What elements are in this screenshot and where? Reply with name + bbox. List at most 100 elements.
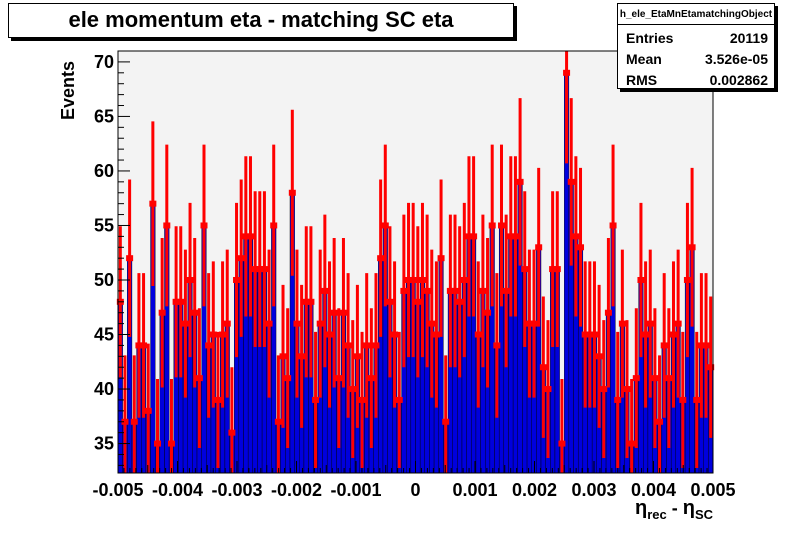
data-marker — [284, 375, 292, 382]
x-tick-label: 0.001 — [452, 480, 497, 500]
data-marker — [335, 375, 343, 382]
data-marker — [595, 353, 603, 360]
data-marker — [312, 396, 320, 403]
x-tick-label: 0.003 — [571, 480, 616, 500]
stats-box: h_ele_EtaMnEtamatchingObject Entries 201… — [617, 3, 775, 89]
data-marker — [530, 320, 538, 327]
data-marker — [391, 331, 399, 338]
data-marker — [209, 331, 217, 338]
data-marker — [233, 276, 241, 283]
data-marker — [549, 266, 557, 273]
data-marker — [158, 309, 166, 316]
data-marker — [558, 440, 566, 447]
x-tick-label: 0.002 — [512, 480, 557, 500]
y-tick-label: 35 — [94, 434, 114, 454]
data-marker — [214, 396, 222, 403]
data-marker — [149, 200, 157, 207]
data-marker — [302, 298, 310, 305]
data-marker — [525, 320, 533, 327]
data-marker — [442, 418, 450, 425]
y-tick-label: 70 — [94, 52, 114, 72]
x-tick-label: -0.002 — [271, 480, 322, 500]
stats-row-rms: RMS 0.002862 — [626, 70, 768, 90]
data-marker — [614, 396, 622, 403]
plot-title: ele momentum eta - matching SC eta — [68, 7, 454, 32]
data-marker — [256, 266, 264, 273]
data-marker — [572, 233, 580, 240]
data-marker — [367, 375, 375, 382]
y-tick-label: 50 — [94, 270, 114, 290]
data-marker — [172, 298, 180, 305]
data-marker — [665, 375, 673, 382]
data-marker — [618, 320, 626, 327]
data-marker — [126, 255, 134, 262]
data-marker — [339, 309, 347, 316]
data-marker — [186, 276, 194, 283]
data-marker — [423, 287, 431, 294]
y-tick-label: 55 — [94, 215, 114, 235]
data-marker — [400, 287, 408, 294]
data-marker — [497, 222, 505, 229]
data-marker — [535, 244, 543, 251]
x-tick-label: -0.003 — [211, 480, 262, 500]
stats-label: Mean — [626, 51, 662, 67]
data-marker — [628, 440, 636, 447]
data-marker — [298, 353, 306, 360]
data-marker — [586, 331, 594, 338]
data-marker — [353, 353, 361, 360]
data-marker — [288, 189, 296, 196]
data-marker — [674, 320, 682, 327]
data-marker — [688, 244, 696, 251]
stats-label: RMS — [626, 72, 658, 88]
data-marker — [167, 440, 175, 447]
y-tick-label: 40 — [94, 379, 114, 399]
data-marker — [181, 320, 189, 327]
data-marker — [437, 255, 445, 262]
data-marker — [609, 222, 617, 229]
data-marker — [539, 364, 547, 371]
data-marker — [567, 178, 575, 185]
data-marker — [642, 331, 650, 338]
data-marker — [418, 276, 426, 283]
data-marker — [432, 331, 440, 338]
data-marker — [679, 396, 687, 403]
data-marker — [563, 69, 571, 76]
data-marker — [330, 309, 338, 316]
data-marker — [488, 222, 496, 229]
data-marker — [307, 298, 315, 305]
data-marker — [409, 276, 417, 283]
data-marker — [144, 407, 152, 414]
data-marker — [474, 331, 482, 338]
data-marker — [130, 418, 138, 425]
data-marker — [646, 320, 654, 327]
data-marker — [428, 320, 436, 327]
data-marker — [604, 309, 612, 316]
x-tick-label: -0.004 — [152, 480, 203, 500]
data-marker — [265, 320, 273, 327]
data-marker — [460, 276, 468, 283]
data-marker — [470, 233, 478, 240]
data-marker — [405, 276, 413, 283]
data-marker — [697, 342, 705, 349]
data-marker — [121, 418, 129, 425]
data-marker — [321, 287, 329, 294]
data-marker — [465, 233, 473, 240]
data-marker — [702, 342, 710, 349]
data-marker — [251, 266, 259, 273]
x-axis-label: ηrec - ηSC — [635, 497, 714, 522]
stats-value: 20119 — [729, 30, 768, 46]
data-marker — [577, 244, 585, 251]
y-tick-label: 65 — [94, 106, 114, 126]
y-tick-label: 60 — [94, 161, 114, 181]
data-marker — [293, 320, 301, 327]
data-marker — [493, 342, 501, 349]
data-marker — [683, 276, 691, 283]
data-marker — [377, 255, 385, 262]
x-tick-label: -0.005 — [92, 480, 143, 500]
data-marker — [600, 386, 608, 393]
data-marker — [223, 320, 231, 327]
x-axis: -0.005 -0.004 -0.003 -0.002 -0.001 0 0.001 0.00… — [92, 461, 736, 500]
data-marker — [381, 222, 389, 229]
data-marker — [205, 342, 213, 349]
y-axis: 35 40 45 50 55 60 65 70 — [94, 50, 130, 466]
